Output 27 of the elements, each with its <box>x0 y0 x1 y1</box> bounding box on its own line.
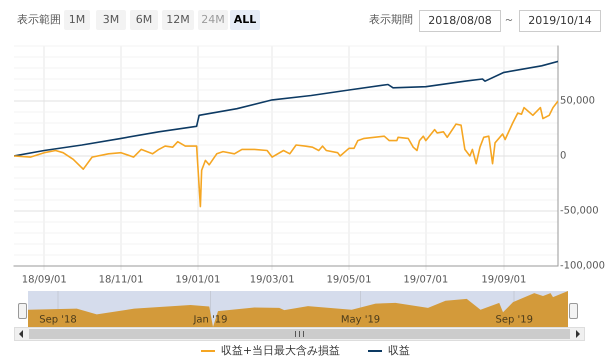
x-tick-label: 18/11/01 <box>98 274 144 286</box>
x-tick-label: 19/01/01 <box>175 274 220 286</box>
x-tick-label: 19/09/01 <box>481 274 526 286</box>
y-tick-label: -50,000 <box>560 206 599 217</box>
text: 2018/08/08 <box>419 10 501 32</box>
x-tick-label: 18/09/01 <box>22 274 67 286</box>
x-tick-label: 19/07/01 <box>403 274 448 286</box>
x-tick-label: Sep '18 <box>39 314 77 326</box>
x-tick-label: May '19 <box>340 314 380 326</box>
text: 1M <box>64 10 90 30</box>
text: ALL <box>230 10 260 30</box>
y-tick-label: 0 <box>560 150 566 162</box>
legend-label: 収益+当日最大含み損益 <box>220 343 340 359</box>
x-tick-label: Sep '19 <box>496 314 533 326</box>
text: 2019/10/14 <box>519 10 601 32</box>
text: 表示期間 <box>368 12 414 28</box>
text: ～ <box>502 12 516 28</box>
y-tick-label: 50,000 <box>560 96 596 107</box>
text: 3M <box>96 10 126 30</box>
text: 24M <box>198 10 228 30</box>
y-tick-label: -100,000 <box>560 260 606 272</box>
text: 6M <box>130 10 158 30</box>
text: 表示範囲 <box>16 12 62 28</box>
text: 12M <box>162 10 194 30</box>
legend-label: 収益 <box>387 343 410 359</box>
x-tick-label: 19/05/01 <box>326 274 372 286</box>
x-tick-label: 19/03/01 <box>250 274 295 286</box>
